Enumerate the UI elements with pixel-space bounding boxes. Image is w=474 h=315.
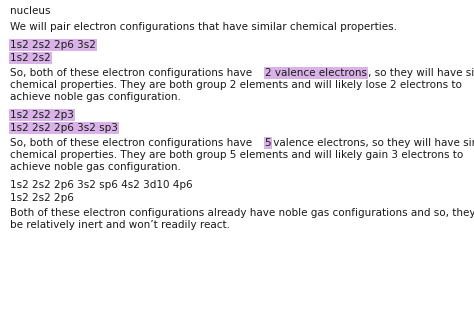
Text: So, both of these electron configurations have: So, both of these electron configuration… [10, 68, 255, 78]
Text: chemical properties. They are both group 2 elements and will likely lose 2 elect: chemical properties. They are both group… [10, 80, 462, 90]
Text: 2 valence electrons: 2 valence electrons [264, 68, 366, 78]
Text: 1s2 2s2 2p6: 1s2 2s2 2p6 [10, 193, 74, 203]
Text: nucleus: nucleus [10, 6, 51, 16]
Text: , so they will have similar: , so they will have similar [367, 68, 474, 78]
Text: chemical properties. They are both group 5 elements and will likely gain 3 elect: chemical properties. They are both group… [10, 150, 463, 160]
Text: achieve noble gas configuration.: achieve noble gas configuration. [10, 162, 181, 172]
Text: Both of these electron configurations already have noble gas configurations and : Both of these electron configurations al… [10, 208, 474, 218]
Text: 5: 5 [264, 138, 271, 148]
Text: achieve noble gas configuration.: achieve noble gas configuration. [10, 92, 181, 102]
Text: So, both of these electron configurations have: So, both of these electron configuration… [10, 138, 255, 148]
Text: 1s2 2s2 2p6 3s2 sp3: 1s2 2s2 2p6 3s2 sp3 [10, 123, 118, 133]
Text: 1s2 2s2 2p3: 1s2 2s2 2p3 [10, 110, 74, 120]
Text: 1s2 2s2 2p6 3s2 sp6 4s2 3d10 4p6: 1s2 2s2 2p6 3s2 sp6 4s2 3d10 4p6 [10, 180, 192, 190]
Text: 1s2 2s2 2p6 3s2: 1s2 2s2 2p6 3s2 [10, 40, 96, 50]
Text: valence electrons, so they will have similar: valence electrons, so they will have sim… [270, 138, 474, 148]
Text: 1s2 2s2: 1s2 2s2 [10, 53, 51, 63]
Text: We will pair electron configurations that have similar chemical properties.: We will pair electron configurations tha… [10, 22, 397, 32]
Text: be relatively inert and won’t readily react.: be relatively inert and won’t readily re… [10, 220, 230, 230]
